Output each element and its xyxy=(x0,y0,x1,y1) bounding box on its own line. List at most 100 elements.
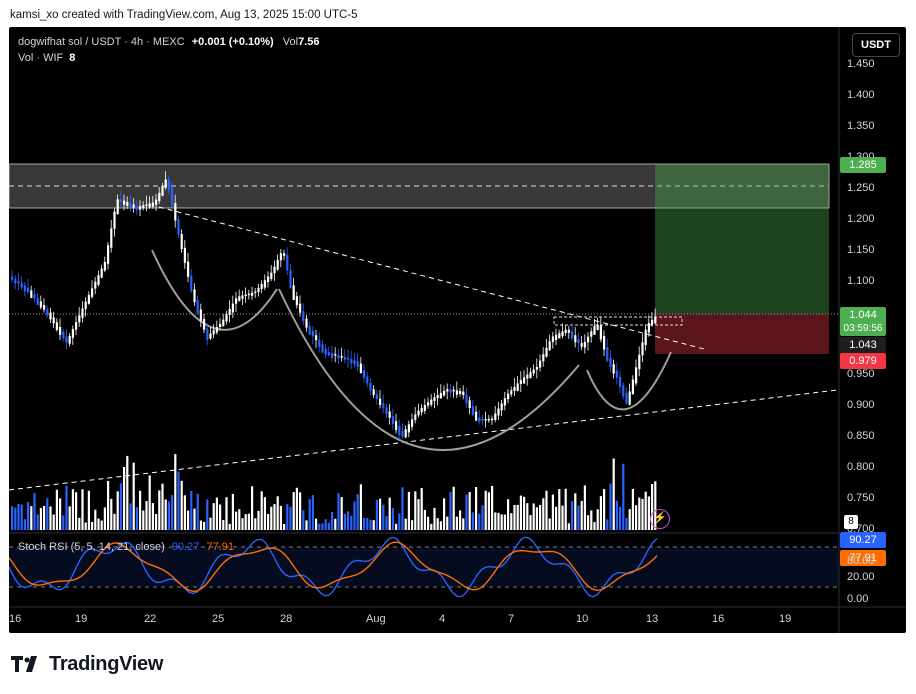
candle-body xyxy=(318,339,321,347)
volume-bar xyxy=(516,504,519,530)
volume-bar xyxy=(465,494,468,530)
candle-body xyxy=(363,370,366,378)
candle-body xyxy=(116,199,119,215)
candle-body xyxy=(158,192,161,202)
volume-bar xyxy=(404,518,407,530)
attribution-text: kamsi_xo created with TradingView.com, A… xyxy=(10,9,358,21)
candle-body xyxy=(113,211,116,229)
candle-body xyxy=(222,319,225,327)
stoch-k-value: 90.27 xyxy=(171,541,200,553)
candle-body xyxy=(17,280,20,284)
candle-body xyxy=(254,291,257,294)
volume-bar xyxy=(385,516,388,530)
candle-body xyxy=(462,391,465,396)
volume-bar xyxy=(14,507,17,530)
candle-body xyxy=(455,390,458,395)
candle-body xyxy=(145,204,148,206)
candle-body xyxy=(638,354,641,370)
stoch-axis-label: 80.00 xyxy=(847,555,875,567)
volume-legend[interactable]: Vol · WIF 8 xyxy=(18,52,75,64)
volume-bar xyxy=(100,520,103,530)
volume-bar xyxy=(407,491,410,530)
volume-bar xyxy=(497,512,500,530)
candle-body xyxy=(132,204,135,208)
volume-bar xyxy=(180,480,183,530)
volume-bar xyxy=(452,486,455,530)
candle-body xyxy=(603,336,606,350)
price-chart[interactable] xyxy=(9,27,906,633)
candle-body xyxy=(590,331,593,337)
volume-bar xyxy=(36,514,39,530)
volume-bar xyxy=(350,515,353,530)
volume-bar xyxy=(580,500,583,530)
volume-bar xyxy=(459,510,462,530)
stoch-rsi-label[interactable]: Stoch RSI (5, 5, 14, 21, close) xyxy=(18,541,165,553)
candle-body xyxy=(135,205,138,210)
candle-body xyxy=(644,329,647,346)
volume-bar xyxy=(91,521,94,530)
candle-body xyxy=(641,342,644,356)
candle-body xyxy=(487,419,490,421)
volume-bar xyxy=(519,495,522,530)
candle-body xyxy=(123,200,126,205)
volume-bar xyxy=(587,515,590,530)
volume-bar xyxy=(363,518,366,530)
candle-body xyxy=(548,341,551,351)
volume-bar xyxy=(542,498,545,530)
volume-bar xyxy=(423,509,426,530)
candle-body xyxy=(327,352,330,356)
stoch-rsi-legend[interactable]: Stoch RSI (5, 5, 14, 21, close) 90.27 77… xyxy=(18,541,234,553)
chart-frame[interactable]: dogwifhat sol / USDT · 4h · MEXC +0.001 … xyxy=(9,27,906,633)
candle-body xyxy=(305,318,308,328)
time-axis-label: 13 xyxy=(646,613,659,625)
volume-bar xyxy=(212,503,215,530)
candle-body xyxy=(94,281,97,289)
volume-layer xyxy=(11,454,657,530)
volume-bar xyxy=(481,505,484,530)
candle-body xyxy=(609,357,612,367)
candle-body xyxy=(459,391,462,394)
volume-bar xyxy=(273,504,276,530)
volume-bar xyxy=(311,495,314,530)
volume-bar xyxy=(487,492,490,530)
stoch-axis-label: 20.00 xyxy=(847,571,875,583)
candle-body xyxy=(539,360,542,368)
candle-body xyxy=(190,275,193,291)
candle-body xyxy=(535,367,538,370)
symbol-legend[interactable]: dogwifhat sol / USDT · 4h · MEXC +0.001 … xyxy=(18,36,319,48)
volume-bar xyxy=(276,496,279,530)
volume-bar xyxy=(612,458,615,530)
volume-bar xyxy=(299,492,302,530)
candle-body xyxy=(263,280,266,288)
candle-body xyxy=(177,219,180,235)
candle-body xyxy=(103,262,106,271)
currency-button[interactable]: USDT xyxy=(852,33,900,57)
candle-body xyxy=(273,266,276,274)
volume-bar xyxy=(491,485,494,530)
candle-body xyxy=(251,292,254,296)
candle-body xyxy=(555,334,558,340)
flash-icon[interactable]: ⚡ xyxy=(650,509,670,529)
volume-bar xyxy=(244,514,247,530)
candle-body xyxy=(580,342,583,347)
volume-tag: 8 xyxy=(844,515,858,529)
tradingview-brand[interactable]: TradingView xyxy=(11,652,163,676)
price-axis-label: 1.400 xyxy=(847,89,875,101)
candle-body xyxy=(427,402,430,406)
symbol-name[interactable]: dogwifhat sol / USDT · 4h · MEXC xyxy=(18,36,185,48)
price-axis-label: 1.250 xyxy=(847,182,875,194)
candle-body xyxy=(283,253,286,256)
candle-body xyxy=(654,317,657,324)
candle-body xyxy=(324,348,327,355)
candle-body xyxy=(523,377,526,384)
volume-bar xyxy=(238,509,241,530)
candle-body xyxy=(587,336,590,343)
candle-body xyxy=(299,303,302,313)
candle-body xyxy=(391,416,394,425)
candle-body xyxy=(289,270,292,289)
candle-body xyxy=(267,276,270,283)
volume-bar xyxy=(84,522,87,530)
candle-body xyxy=(43,305,46,310)
candle-body xyxy=(615,370,618,378)
volume-bar xyxy=(420,487,423,530)
